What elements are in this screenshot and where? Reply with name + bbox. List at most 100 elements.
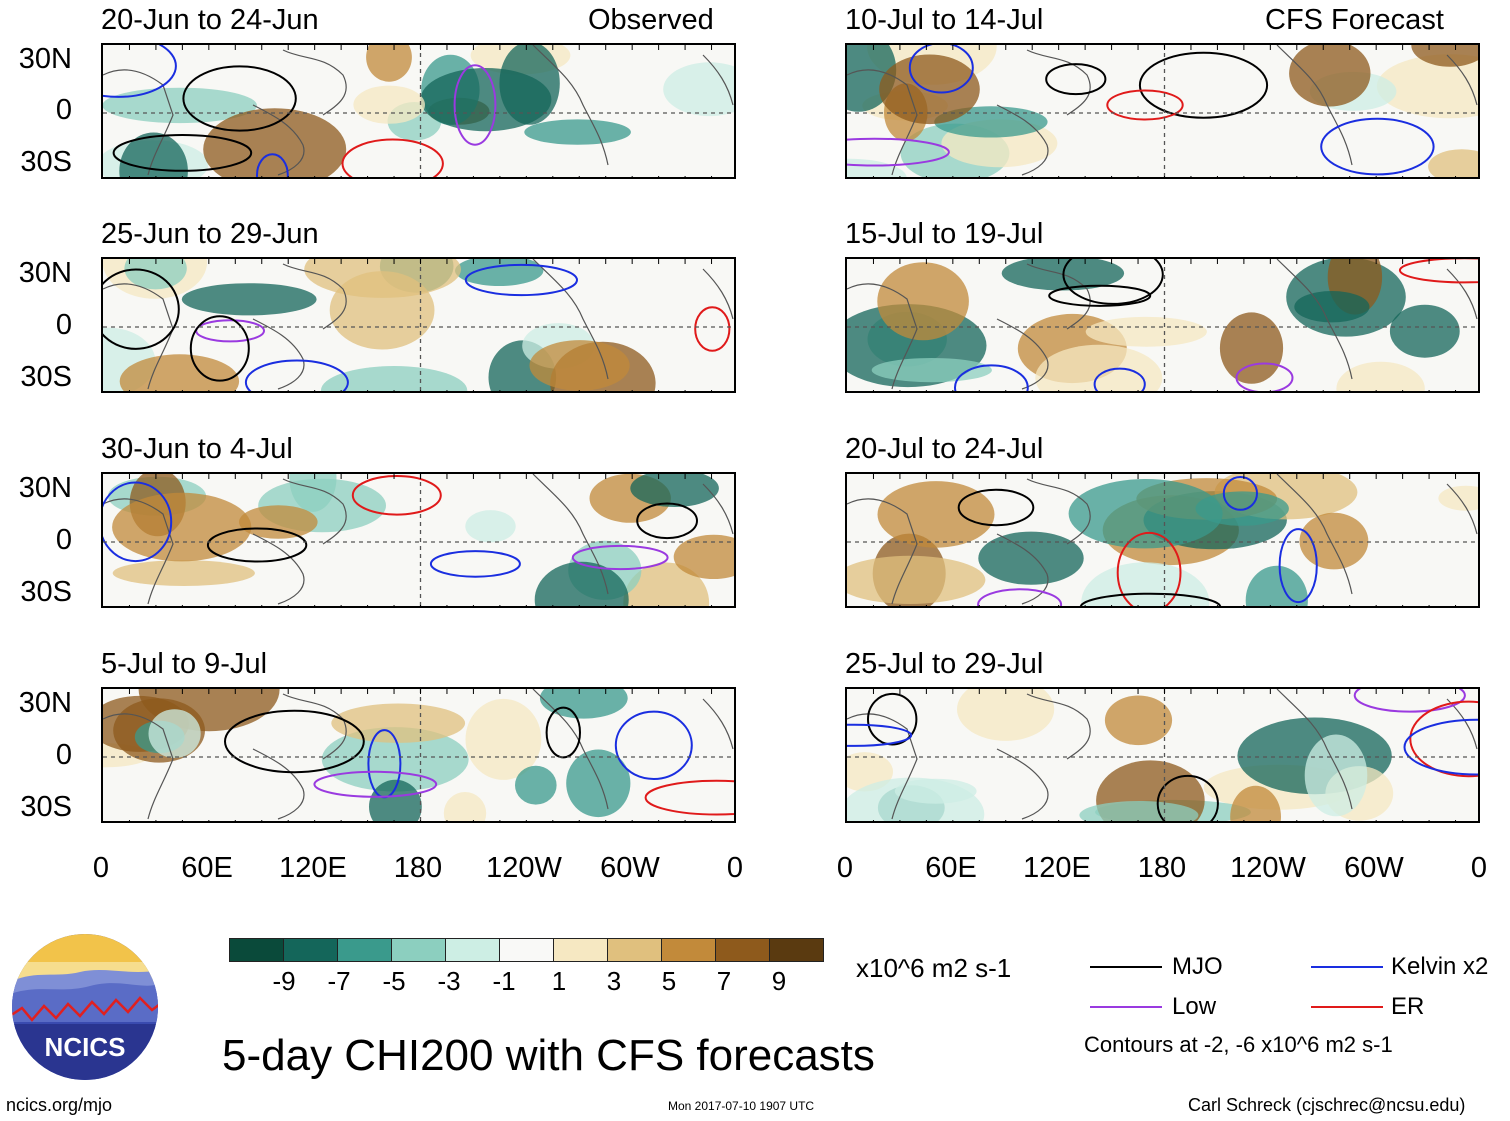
wave-contour	[195, 319, 265, 343]
legend-er-label: ER	[1391, 993, 1425, 1020]
lon-label: 120W	[1230, 852, 1306, 884]
colorbar-swatch	[283, 938, 338, 962]
wave-contour	[103, 481, 173, 563]
footer-timestamp: Mon 2017-07-10 1907 UTC	[668, 1099, 815, 1113]
colorbar-swatch	[229, 938, 284, 962]
colorbar	[229, 938, 824, 962]
anomaly-shade	[366, 45, 412, 82]
anomaly-shade	[1294, 291, 1370, 323]
wave-contour	[1222, 476, 1258, 511]
coastline	[532, 259, 609, 380]
anomaly-shade	[847, 555, 986, 604]
anomaly-shade	[1438, 485, 1478, 511]
anomaly-shade	[539, 689, 628, 719]
wave-contour	[1045, 63, 1107, 96]
coastline	[996, 748, 1049, 820]
coastline	[1276, 474, 1353, 595]
wave-contour	[103, 268, 180, 350]
wave-contour	[847, 723, 913, 747]
colorbar-swatch	[661, 938, 716, 962]
coastline	[532, 689, 609, 810]
map-panel	[845, 687, 1480, 823]
anomaly-shade	[1304, 734, 1368, 817]
anomaly-shade	[847, 158, 907, 177]
anomaly-shade	[119, 132, 188, 177]
lon-label: 0	[1470, 852, 1488, 884]
coastline	[1026, 263, 1091, 330]
colorbar-tick: -7	[327, 966, 351, 996]
coastline	[996, 104, 1049, 176]
panel-title: 5-Jul to 9-Jul	[101, 648, 268, 680]
legend-low-label: Low	[1172, 993, 1217, 1020]
anomaly-shade	[879, 54, 980, 125]
logo-text: NCICS	[45, 1032, 126, 1062]
coastline	[1026, 49, 1091, 116]
anomaly-shade	[1068, 479, 1223, 549]
anomaly-shade	[1299, 512, 1369, 570]
wave-contour	[1156, 774, 1219, 821]
coastline	[252, 748, 305, 820]
lat-label: 30N	[18, 472, 72, 504]
map-plot	[103, 259, 734, 391]
colorbar-swatch	[499, 938, 554, 962]
anomaly-shade	[420, 68, 552, 132]
map-panel	[101, 257, 736, 393]
anomaly-shade	[1104, 695, 1173, 746]
coastline	[282, 49, 347, 116]
wave-contour	[341, 138, 444, 177]
main-title: 5-day CHI200 with CFS forecasts	[222, 1031, 875, 1080]
footer-author: Carl Schreck (cjschrec@ncsu.edu)	[1188, 1095, 1466, 1115]
lat-label: 30N	[18, 257, 72, 289]
lat-label: 0	[55, 524, 72, 556]
wave-contour	[1138, 51, 1269, 119]
coastline	[996, 318, 1049, 390]
lon-label: 120E	[279, 852, 347, 884]
map-plot	[847, 689, 1478, 821]
colorbar-tick: -1	[492, 966, 516, 996]
anomaly-shade	[524, 119, 631, 145]
anomaly-shade	[304, 259, 461, 298]
wave-contour	[223, 709, 365, 774]
wave-contour	[636, 502, 698, 540]
lat-label: 30S	[20, 146, 72, 178]
wave-contour	[1278, 528, 1318, 604]
colorbar-units: x10^6 m2 s-1	[856, 953, 1012, 983]
wave-contour	[1106, 89, 1184, 121]
map-panel	[101, 687, 736, 823]
colorbar-swatch	[391, 938, 446, 962]
anomaly-shade	[1289, 45, 1371, 107]
panel-title: 10-Jul to 14-Jul	[845, 4, 1044, 36]
panel-title: 20-Jun to 24-Jun	[101, 4, 319, 36]
footer-link[interactable]: ncics.org/mjo	[6, 1095, 113, 1115]
anomaly-shade	[465, 698, 542, 780]
anomaly-shade	[103, 87, 257, 124]
anomaly-shade	[1085, 316, 1207, 347]
wave-contour	[313, 770, 438, 798]
wave-contour	[847, 137, 950, 167]
colorbar-tick: -5	[382, 966, 406, 996]
legend-kelvin-label: Kelvin x2	[1391, 953, 1489, 980]
colorbar-tick: 7	[716, 966, 732, 996]
colorbar-tick: -9	[272, 966, 296, 996]
wave-contour	[351, 475, 442, 516]
wave-contour	[1409, 700, 1478, 778]
anomaly-shade	[515, 765, 557, 805]
anomaly-shade	[321, 727, 469, 792]
lat-label: 0	[55, 94, 72, 126]
wave-contour	[571, 544, 669, 571]
lat-label: 0	[55, 309, 72, 341]
lat-label: 0	[55, 739, 72, 771]
colorbar-swatch	[337, 938, 392, 962]
coastline	[252, 104, 305, 176]
coastline	[103, 713, 174, 820]
wave-contour	[1079, 592, 1222, 606]
lon-label: 60E	[181, 852, 233, 884]
wave-contour	[867, 692, 918, 746]
wave-contour	[112, 134, 253, 172]
coastline	[1446, 268, 1478, 320]
colorbar-swatch	[607, 938, 662, 962]
coastline	[1276, 689, 1353, 810]
wave-contour	[206, 527, 308, 563]
anomaly-shade	[877, 481, 995, 548]
wave-contour	[464, 263, 578, 297]
